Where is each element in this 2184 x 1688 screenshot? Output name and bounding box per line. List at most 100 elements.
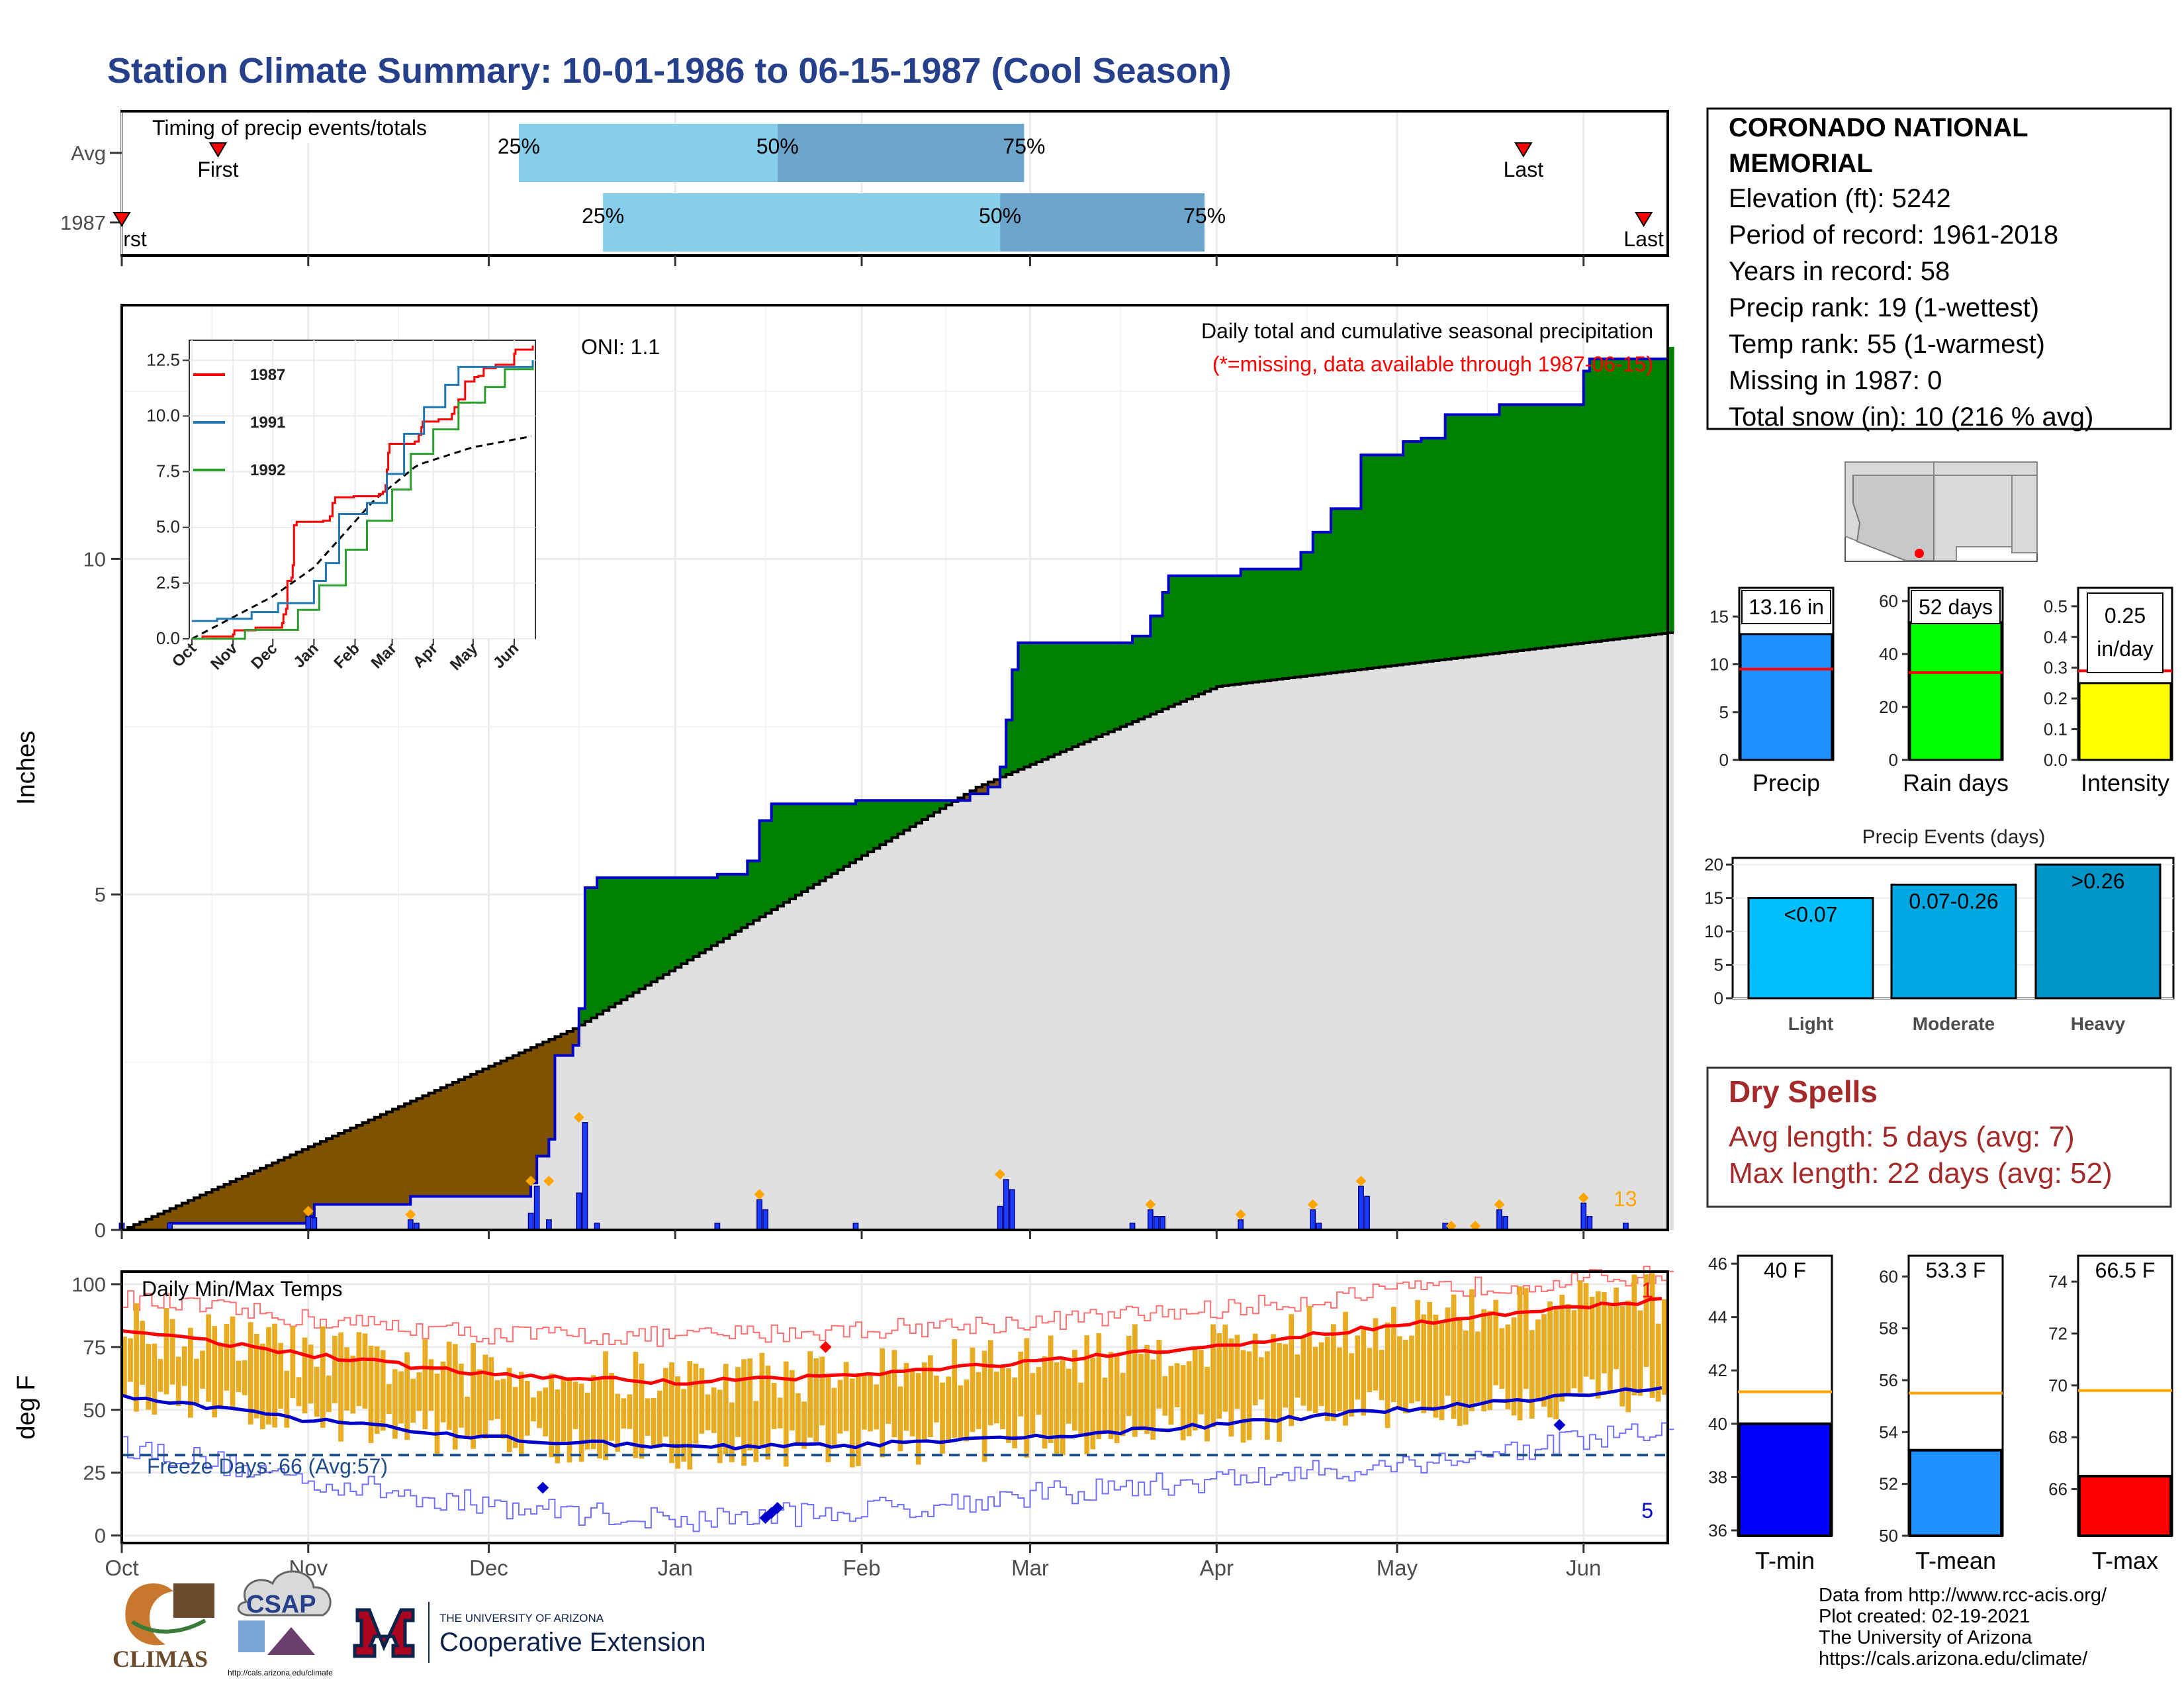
daily-temp-bar — [915, 1373, 921, 1465]
wetter-than-avg-band — [759, 820, 766, 917]
wetter-than-avg-band — [1367, 455, 1374, 669]
wetter-than-avg-band — [1517, 404, 1524, 651]
wetter-than-avg-band — [663, 877, 670, 975]
drier-than-avg-band — [440, 1088, 447, 1197]
inset-series-line-1991 — [192, 360, 534, 622]
wetter-than-avg-band — [578, 1008, 586, 1025]
credit-plot-created: Plot created: 02-19-2021 — [1819, 1606, 2030, 1627]
wetter-than-avg-band — [584, 888, 592, 1022]
timing-title-bg — [126, 114, 477, 143]
daily-precip-bar — [1364, 1196, 1370, 1231]
daily-temp-bar — [224, 1323, 230, 1391]
timing-last-label-avg: Last — [1504, 158, 1544, 181]
events-y-tick-label: 10 — [1704, 921, 1723, 941]
daily-temp-bar — [970, 1347, 976, 1432]
daily-temp-bar — [1078, 1382, 1083, 1435]
daily-temp-bar — [1511, 1317, 1517, 1416]
daily-temp-bar — [561, 1379, 567, 1442]
wetter-than-avg-band — [1289, 569, 1296, 678]
daily-temp-bar — [537, 1391, 542, 1429]
daily-temp-bar — [981, 1350, 987, 1462]
daily-temp-bar — [807, 1351, 813, 1438]
wetter-than-avg-band — [1602, 359, 1608, 641]
wetter-than-avg-band — [849, 804, 856, 863]
wetter-than-avg-band — [1096, 643, 1103, 737]
wetter-than-avg-band — [1228, 575, 1236, 685]
events-bar-label: 0.07-0.26 — [1909, 889, 1998, 913]
daily-temp-bar — [158, 1358, 163, 1392]
daily-temp-bar — [1012, 1377, 1017, 1448]
daily-temp-bar — [410, 1378, 416, 1423]
record-low-marker — [537, 1481, 549, 1494]
drier-than-avg-band — [140, 1221, 146, 1230]
drier-than-avg-band — [212, 1190, 219, 1223]
daily-temp-bar — [1608, 1303, 1613, 1393]
drier-than-avg-band — [302, 1149, 309, 1223]
daily-temp-bar — [122, 1336, 127, 1397]
daily-temp-bar — [1108, 1352, 1114, 1439]
wetter-than-avg-band — [1072, 643, 1079, 747]
daily-temp-bar — [272, 1323, 277, 1428]
summary-y-tick-label: 0.4 — [2044, 627, 2068, 647]
daily-precip-bar — [762, 1209, 768, 1231]
drier-than-avg-band — [386, 1111, 393, 1205]
daily-temp-bar — [1283, 1344, 1288, 1408]
daily-temp-bar — [494, 1380, 500, 1419]
daily-temp-bar — [711, 1387, 717, 1433]
wetter-than-avg-band — [831, 804, 839, 874]
daily-temp-bar — [1246, 1351, 1252, 1440]
heavy-event-marker — [573, 1111, 584, 1123]
daily-temp-bar — [1349, 1353, 1354, 1417]
temp-summary-bar-t-max — [2078, 1474, 2172, 1538]
heavy-event-marker — [754, 1189, 765, 1200]
daily-temp-bar — [465, 1396, 470, 1438]
timing-panel: Timing of precip events/totals Avg 1987 … — [60, 110, 1669, 266]
wetter-than-avg-band — [909, 800, 917, 827]
daily-temp-bar — [332, 1335, 338, 1403]
wetter-than-avg-band — [1150, 616, 1157, 714]
daily-temp-bar — [1493, 1299, 1499, 1385]
dry-spells-title: Dry Spells — [1729, 1074, 1878, 1109]
wetter-than-avg-band — [590, 888, 598, 1018]
climas-logo-text: CLIMAS — [113, 1646, 208, 1672]
drier-than-avg-band — [398, 1106, 405, 1205]
daily-temp-bar — [1361, 1327, 1367, 1416]
precip-daily-bars — [118, 1111, 1629, 1231]
daily-temp-bar — [338, 1332, 343, 1442]
daily-temp-bar — [549, 1373, 555, 1458]
daily-temp-bar — [952, 1338, 958, 1438]
daily-temp-bar — [356, 1332, 362, 1407]
daily-temp-bar — [801, 1401, 807, 1449]
daily-temp-bar — [175, 1356, 181, 1407]
daily-temp-bar — [1271, 1334, 1276, 1423]
daily-temp-bar — [633, 1352, 639, 1458]
temp-summary-y-tick-label: 56 — [1879, 1370, 1898, 1390]
timing-row-label-avg: Avg — [71, 142, 106, 165]
inset-y-tick-label: 0.0 — [156, 628, 180, 648]
daily-temp-bar — [163, 1308, 169, 1395]
cumulative-precip-line — [122, 347, 1669, 1231]
summary-y-tick-label: 15 — [1709, 606, 1729, 626]
drier-than-avg-band — [338, 1133, 345, 1205]
drier-than-avg-band — [248, 1173, 255, 1223]
wetter-than-avg-band — [1631, 359, 1639, 637]
wetter-than-avg-band — [801, 804, 808, 892]
temp-summary-y-tick-label: 46 — [1708, 1254, 1727, 1274]
daily-temp-bar — [705, 1394, 711, 1430]
daily-temp-bar — [597, 1378, 602, 1459]
drier-than-avg-band — [344, 1130, 351, 1205]
drier-than-avg-band — [278, 1160, 285, 1223]
daily-temp-bar — [621, 1398, 627, 1429]
drier-than-avg-band — [404, 1103, 411, 1205]
wetter-than-avg-band — [1018, 643, 1025, 770]
wetter-than-avg-band — [675, 877, 682, 968]
temp-summary-y-tick-label: 70 — [2048, 1376, 2068, 1395]
summary-bars: 0 5 10 15 Precip 13.16 in 0 20 40 60 Rain days 52 d… — [1709, 586, 2173, 796]
daily-temp-bar — [590, 1375, 596, 1450]
month-label-oct: Oct — [105, 1556, 138, 1580]
daily-temp-bar — [789, 1370, 795, 1430]
daily-temp-bar — [500, 1379, 506, 1439]
csap-logo: CSAP http://cals.arizona.edu/climate — [228, 1570, 333, 1677]
wetter-than-avg-band — [1234, 575, 1242, 684]
wetter-than-avg-band — [1240, 569, 1248, 684]
